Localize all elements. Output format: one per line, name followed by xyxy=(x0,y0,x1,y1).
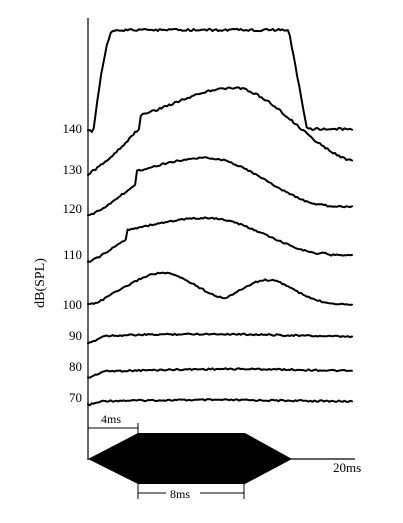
stimulus-envelope xyxy=(88,433,292,484)
time-end-label: 20ms xyxy=(333,460,361,475)
trace-80db xyxy=(87,367,353,379)
trace-110db xyxy=(87,216,353,263)
level-label-120: 120 xyxy=(63,201,83,216)
level-label-110: 110 xyxy=(63,247,82,262)
level-label-80: 80 xyxy=(69,359,82,374)
y-axis-label: dB(SPL) xyxy=(33,258,48,308)
trace-70db xyxy=(87,398,353,407)
level-label-90: 90 xyxy=(69,328,82,343)
trace-100db xyxy=(87,271,353,306)
trace-120db xyxy=(87,156,353,217)
rise-duration-label: 4ms xyxy=(101,412,121,426)
trace-90db xyxy=(87,332,353,345)
level-label-70: 70 xyxy=(69,390,82,405)
response-traces xyxy=(87,27,353,407)
level-label-100: 100 xyxy=(63,297,83,312)
plateau-duration-label: 8ms xyxy=(170,487,190,501)
level-labels: 70 80 90 100 110 120 130 140 xyxy=(63,121,83,405)
trace-140db xyxy=(87,27,353,133)
level-label-140: 140 xyxy=(63,121,83,136)
trace-130db xyxy=(87,86,353,176)
level-label-130: 130 xyxy=(63,162,83,177)
